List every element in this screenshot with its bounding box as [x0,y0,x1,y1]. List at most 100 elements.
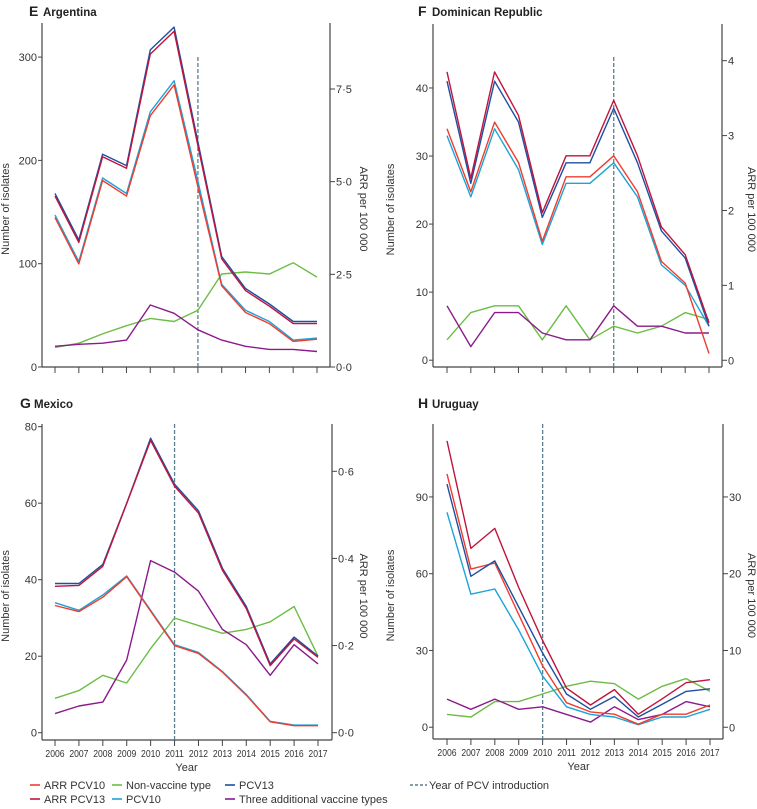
series-line-arr-pcv13 [446,71,710,324]
panel-title: Uruguay [432,399,479,411]
x-tick-label: 2017 [308,748,327,760]
x-tick-label: 2011 [557,747,576,759]
y-axis-title: Number of isolates [0,163,12,255]
y-tick-label: 20 [25,651,37,663]
y2-tick-label: 5·0 [336,177,352,189]
y2-tick-label: 2 [728,205,734,217]
panel-letter: F [418,3,427,19]
y2-tick-label: 30 [729,492,741,504]
series-line-three-additional [54,559,319,715]
y2-tick-label: 0·0 [338,728,354,740]
y-tick-label: 10 [416,287,428,299]
panel-h: H Uruguay 0 30 60 90 0 10 20 30 2006 2007 2008 2009 20… [385,395,757,773]
y-tick-label: 90 [416,492,428,504]
series-line-arr-pcv13 [54,439,319,667]
x-tick-label: 2015 [261,748,280,760]
y2-tick-label: 20 [729,569,741,581]
series-line-three-additional [54,304,318,353]
x-tick-label: 2012 [189,748,208,760]
legend-item-arr-pcv13: ARR PCV13 [30,794,105,806]
y-tick-label: 30 [416,645,428,657]
y2-axis-title: ARR per 100 000 [357,167,369,252]
x-tick-label: 2007 [461,747,480,759]
y-tick-label: 200 [19,155,37,167]
series-line-pcv13 [446,80,710,327]
x-tick-label: 2014 [629,747,649,759]
legend: ARR PCV10 ARR PCV13 Non-vaccine type PCV10 P… [30,780,549,806]
x-tick-label: 2016 [285,748,304,760]
series-line-non-vaccine [54,605,319,699]
legend-item-arr-pcv10: ARR PCV10 [30,780,105,792]
x-tick-label: 2008 [93,748,112,760]
panel-title: Dominican Republic [432,7,543,19]
y2-tick-label: 4 [728,56,734,68]
y-axis-title: Number of isolates [0,550,12,642]
x-tick-label: 2006 [437,747,456,759]
y-tick-label: 0 [31,362,37,374]
y2-tick-label: 10 [729,645,741,657]
legend-label: Year of PCV introduction [429,780,549,792]
legend-label: PCV10 [126,794,161,806]
x-tick-label: 2016 [677,747,696,759]
x-tick-label: 2007 [69,748,88,760]
series-line-arr-pcv10 [446,121,710,354]
series-line-pcv10 [54,575,318,726]
series-line-pcv13 [54,26,317,323]
y-tick-label: 60 [25,498,37,510]
y-tick-label: 60 [416,569,428,581]
panel-letter: G [20,395,31,411]
y-tick-label: 0 [422,355,428,367]
x-tick-label: 2015 [653,747,672,759]
series-line-pcv10 [446,512,711,726]
series-line-arr-pcv10 [446,473,711,725]
series-line-arr-pcv13 [446,440,711,715]
y-tick-label: 300 [19,52,37,64]
x-tick-label: 2011 [165,748,184,760]
y2-tick-label: 7·5 [336,84,352,96]
series-line-pcv10 [446,128,710,327]
y2-axis-title: ARR per 100 000 [745,553,757,638]
y2-tick-label: 0·6 [338,466,354,478]
panel-title: Argentina [43,7,97,19]
y2-tick-label: 0 [729,722,735,734]
panel-letter: E [29,3,38,19]
x-tick-label: 2012 [581,747,600,759]
series-line-three-additional [446,698,711,723]
panel-e: E Argentina 0 100 200 300 0·0 2·5 5·0 7·5 Number o… [0,3,369,374]
series-line-arr-pcv10 [54,576,318,727]
x-tick-label: 2009 [117,748,136,760]
legend-item-pcv10: PCV10 [112,794,161,806]
y-tick-label: 0 [31,728,37,740]
x-tick-label: 2017 [700,747,719,759]
series-line-three-additional [446,305,709,348]
y2-tick-label: 0 [728,355,734,367]
y-tick-label: 0 [422,722,428,734]
legend-label: ARR PCV13 [44,794,105,806]
legend-item-non-vaccine: Non-vaccine type [112,780,211,792]
x-axis-title: Year [175,762,198,774]
legend-item-three-additional: Three additional vaccine types [225,794,388,806]
panel-letter: H [418,395,428,411]
y2-tick-label: 0·0 [336,362,352,374]
y-tick-label: 40 [25,575,37,587]
y-tick-label: 20 [416,219,428,231]
series-line-non-vaccine [446,305,710,341]
y2-tick-label: 0·2 [338,641,354,653]
y-tick-label: 40 [416,83,428,95]
y-axis-title: Number of isolates [385,163,397,255]
series-line-pcv13 [446,483,711,718]
series-line-arr-pcv10 [54,84,318,343]
x-tick-label: 2010 [141,748,160,760]
x-tick-label: 2013 [605,747,624,759]
y2-tick-label: 2·5 [336,269,352,281]
y-tick-label: 30 [416,151,428,163]
panel-g: G Mexico 0 20 40 60 80 0·0 0·2 0·4 0·6 2006 2007 2008… [0,395,369,774]
legend-label: PCV13 [239,780,274,792]
x-tick-label: 2013 [213,748,232,760]
legend-label: Three additional vaccine types [239,794,388,806]
y-tick-label: 80 [25,422,37,434]
panel-f: F Dominican Republic 0 10 20 30 40 0 1 2 3 4 Number … [385,3,757,373]
y-tick-label: 100 [19,259,37,271]
legend-item-pcv-intro: Year of PCV introduction [410,780,549,792]
